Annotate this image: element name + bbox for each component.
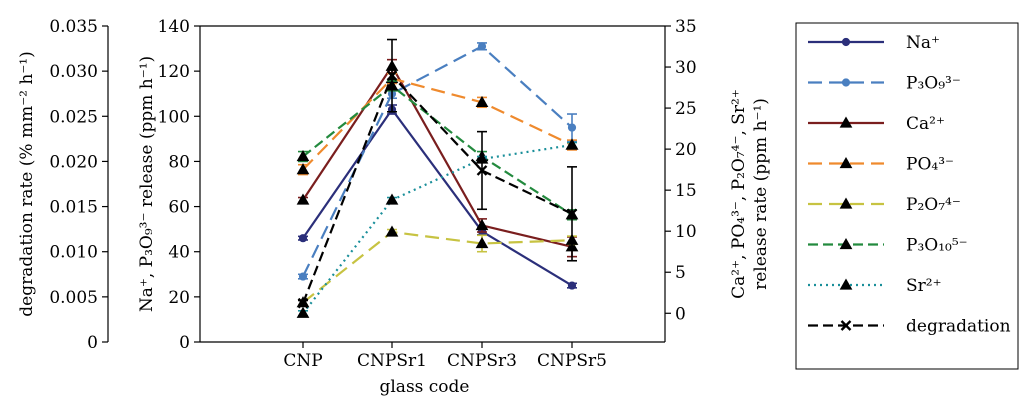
na-p3o9-tick-label: 20 [168,288,190,308]
legend-marker [839,116,853,128]
legend-marker [839,197,853,209]
data-point [475,218,489,231]
right-tick-label: 25 [675,99,697,119]
x-marker-stroke [566,208,578,220]
degradation-tick-label: 0.030 [49,62,98,82]
data-point [296,149,310,162]
series-6 [296,138,579,318]
series-5 [296,79,579,221]
data-point [296,193,310,205]
data-point [477,42,487,51]
degradation-tick-label: 0.005 [49,288,98,308]
right-tick-label: 0 [675,304,686,324]
na-p3o9-tick-label: 0 [179,333,190,353]
x-axis-label: glass code [379,377,469,397]
degradation-tick-label: 0.015 [49,198,98,218]
data-point [386,70,398,82]
na-p3o9-tick-label: 140 [158,17,190,37]
right-axis-label-line2: release rate (ppm h⁻¹) [751,98,771,290]
degradation-tick-label: 0.035 [49,17,98,37]
data-point [475,236,489,249]
legend-label: PO₄³⁻ [906,155,954,175]
series-line [302,44,573,278]
legend-label: Ca²⁺ [906,114,945,134]
na-p3o9-tick-label: 100 [158,107,190,127]
x-marker-stroke [840,320,852,331]
x-marker-stroke [476,165,488,176]
right-tick-label: 30 [675,58,697,78]
series-line [302,77,573,171]
degradation-axis-label: degradation rate (% mm⁻² h⁻¹) [17,51,37,317]
na-p3o9-tick-label: 40 [168,243,190,263]
series-2 [296,58,579,258]
legend-label: degradation [906,317,1011,337]
na-p3o9-tick-label: 80 [168,152,190,172]
na-p3o9-tick-label: 120 [158,62,190,82]
series-4 [296,225,579,308]
data-point [567,281,577,290]
series-line [302,143,573,314]
data-point [385,193,399,205]
degradation-tick-label: 0.020 [49,152,98,172]
na-p3o9-tick-label: 60 [168,198,190,218]
degradation-tick-label: 0.025 [49,107,98,127]
degradation-tick-label: 0.010 [49,243,98,263]
legend-label: P₃O₁₀⁵⁻ [906,236,968,256]
legend-label: P₃O₉³⁻ [906,74,961,94]
x-tick-label: CNPSr3 [447,351,517,371]
series-line [302,230,573,304]
legend-box [795,22,1019,370]
series-line [302,64,573,248]
data-point [567,123,577,132]
data-point [565,138,579,150]
data-point [296,306,310,318]
legend-marker [839,278,853,290]
series-line [302,84,573,216]
na-p3o9-axis-label: Na⁺, P₃O₉³⁻ release (ppm h⁻¹) [137,56,157,312]
data-point [296,163,310,175]
legend-marker [841,37,851,47]
series-line [302,107,573,287]
right-tick-label: 15 [675,181,697,201]
data-point [298,272,308,281]
legend-label: P₂O₇⁴⁻ [906,195,961,215]
legend-marker [840,320,852,331]
legend-marker [839,237,853,250]
data-point [476,165,488,176]
right-tick-label: 35 [675,17,697,37]
data-point [566,208,578,220]
series-1 [298,42,577,281]
series-3 [296,72,579,176]
x-marker-stroke [386,70,398,82]
right-tick-label: 5 [675,263,686,283]
series-7 [297,38,578,309]
legend-marker [839,156,853,169]
data-point [475,95,489,107]
x-tick-label: CNPSr5 [537,351,607,371]
legend-marker [841,78,851,87]
data-point [297,297,309,309]
legend-label: Sr²⁺ [906,276,942,296]
x-tick-label: CNP [283,351,322,371]
x-marker-stroke [297,297,309,309]
data-point [385,225,399,237]
right-tick-label: 20 [675,140,697,160]
series-line [301,73,573,304]
legend-label: Na⁺ [906,33,940,53]
degradation-tick-label: 0 [87,333,98,353]
right-axis-label-line1: Ca²⁺, PO₄³⁻, P₂O₇⁴⁻, Sr²⁺ [729,89,749,299]
x-tick-label: CNPSr1 [357,351,427,371]
data-point [298,234,308,243]
right-tick-label: 10 [675,222,697,242]
